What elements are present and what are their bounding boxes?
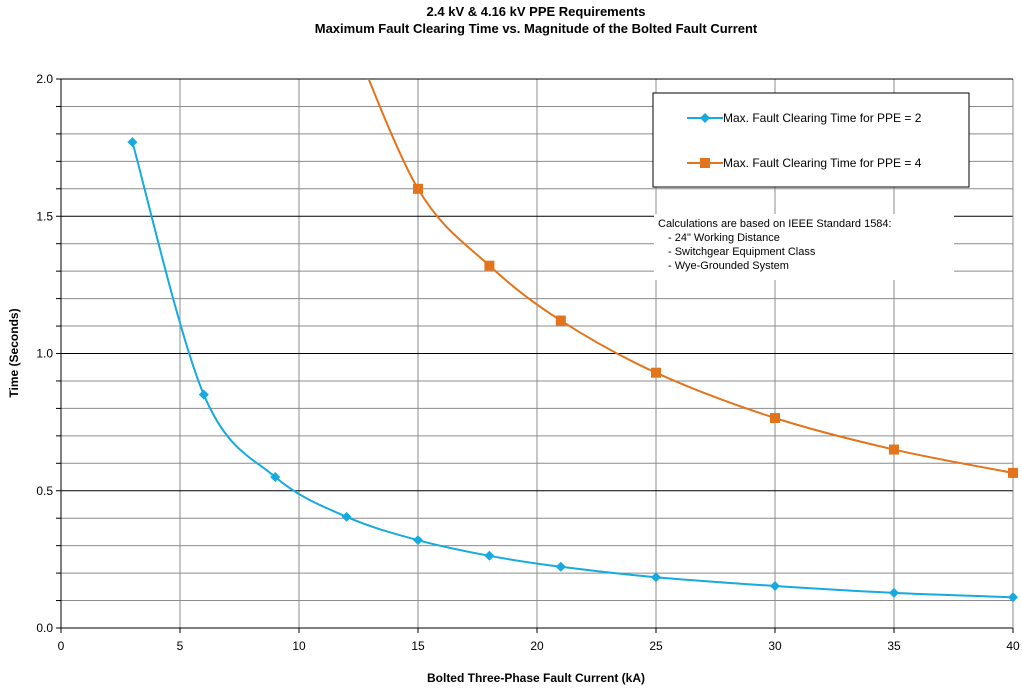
note-line-4: - Wye-Grounded System xyxy=(668,260,789,272)
data-point-ppe4 xyxy=(651,367,661,378)
legend-entry-ppe2: Max. Fault Clearing Time for PPE = 2 xyxy=(687,111,922,125)
y-tick-label: 1.5 xyxy=(36,209,53,223)
data-point-ppe2 xyxy=(770,581,780,592)
tick-labels: 0 5 10 15 20 25 30 35 40 0.0 0.5 1.0 1.5 2.0 xyxy=(36,72,1020,653)
data-point-ppe4 xyxy=(1008,467,1018,478)
data-point-ppe2 xyxy=(889,587,899,598)
x-axis-title: Bolted Three-Phase Fault Current (kA) xyxy=(427,671,645,685)
data-point-ppe2 xyxy=(127,137,138,148)
data-point-ppe2 xyxy=(555,561,566,572)
data-point-ppe4 xyxy=(555,315,566,326)
x-tick-label: 40 xyxy=(1006,639,1020,653)
legend-marker-ppe4 xyxy=(700,158,710,168)
note-line-2: - 24" Working Distance xyxy=(668,232,780,244)
data-point-ppe2 xyxy=(1008,592,1018,603)
data-point-ppe4 xyxy=(484,260,495,271)
note-line-1: Calculations are based on IEEE Standard … xyxy=(658,218,892,230)
x-tick-label: 0 xyxy=(58,639,65,653)
chart-subtitle: Maximum Fault Clearing Time vs. Magnitud… xyxy=(315,21,758,36)
x-tick-label: 35 xyxy=(887,639,901,653)
legend-entry-ppe4: Max. Fault Clearing Time for PPE = 4 xyxy=(687,156,922,170)
x-tick-label: 20 xyxy=(530,639,544,653)
data-point-ppe4 xyxy=(889,444,899,455)
series-line-ppe2 xyxy=(131,141,1013,599)
axes xyxy=(56,78,1014,633)
x-tick-label: 30 xyxy=(768,639,782,653)
x-tick-label: 10 xyxy=(292,639,306,653)
data-point-ppe2 xyxy=(651,572,661,583)
series-markers xyxy=(127,137,1018,603)
data-point-ppe4 xyxy=(770,413,780,424)
legend-box xyxy=(652,92,970,188)
note-line-3: - Switchgear Equipment Class xyxy=(668,246,816,258)
x-tick-label: 25 xyxy=(649,639,663,653)
data-point-ppe2 xyxy=(484,550,495,561)
x-tick-label: 15 xyxy=(411,639,425,653)
note-background xyxy=(654,214,954,280)
chart-title: 2.4 kV & 4.16 kV PPE Requirements xyxy=(427,4,646,19)
y-tick-label: 0.0 xyxy=(36,621,53,635)
y-tick-label: 2.0 xyxy=(36,72,53,86)
legend-marker-ppe2 xyxy=(700,113,710,123)
x-tick-label: 5 xyxy=(177,639,184,653)
data-point-ppe2 xyxy=(198,389,209,400)
data-point-ppe2 xyxy=(341,511,352,522)
legend-label-ppe2: Max. Fault Clearing Time for PPE = 2 xyxy=(723,111,922,125)
y-tick-label: 1.0 xyxy=(36,347,53,361)
y-tick-label: 0.5 xyxy=(36,484,53,498)
calculation-note: Calculations are based on IEEE Standard … xyxy=(654,214,954,280)
legend-label-ppe4: Max. Fault Clearing Time for PPE = 4 xyxy=(723,156,922,170)
data-point-ppe2 xyxy=(270,472,281,483)
data-point-ppe4 xyxy=(413,183,423,194)
legend: Max. Fault Clearing Time for PPE = 2 Max… xyxy=(652,92,970,188)
data-point-ppe2 xyxy=(413,535,423,546)
y-axis-title: Time (Seconds) xyxy=(7,308,21,397)
